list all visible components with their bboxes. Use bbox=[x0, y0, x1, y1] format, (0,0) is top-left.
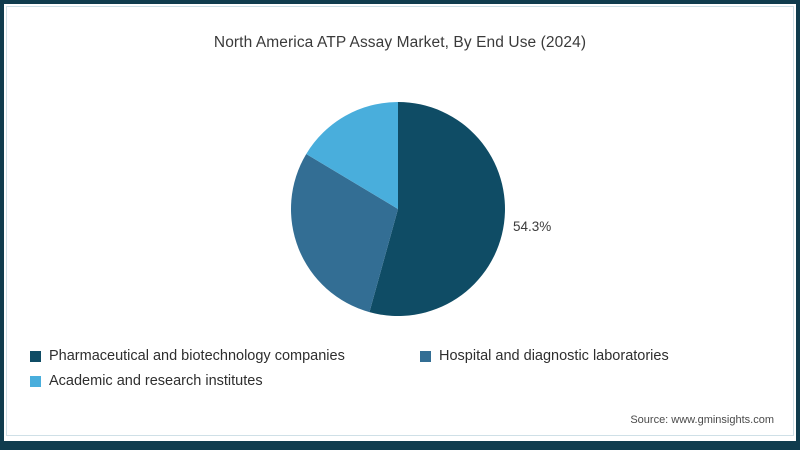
legend-swatch-icon bbox=[30, 350, 41, 362]
pie-slice-academic-and-research-institutes[interactable] bbox=[306, 102, 398, 209]
source-attribution: Source: www.gminsights.com bbox=[630, 414, 774, 426]
legend-row: Academic and research institutes bbox=[30, 374, 770, 399]
legend-swatch-icon bbox=[420, 350, 431, 362]
legend-item-label: Hospital and diagnostic laboratories bbox=[439, 348, 669, 364]
legend-row: Pharmaceutical and biotechnology compani… bbox=[30, 349, 770, 374]
legend: Pharmaceutical and biotechnology compani… bbox=[30, 349, 770, 399]
legend-item-label: Academic and research institutes bbox=[49, 373, 263, 389]
pie-slice-hospital-and-diagnostic-laboratories[interactable] bbox=[290, 153, 398, 313]
legend-item-academic-and-research-institutes[interactable]: Academic and research institutes bbox=[30, 374, 263, 389]
pie-data-label-primary: 54.3% bbox=[513, 219, 552, 234]
pie-chart bbox=[283, 94, 513, 324]
legend-item-label: Pharmaceutical and biotechnology compani… bbox=[49, 348, 345, 364]
legend-item-hospital-and-diagnostic-laboratories[interactable]: Hospital and diagnostic laboratories bbox=[420, 349, 669, 364]
legend-swatch-icon bbox=[30, 375, 41, 387]
pie-chart-svg bbox=[290, 102, 505, 316]
page-title: North America ATP Assay Market, By End U… bbox=[213, 34, 587, 51]
legend-item-pharmaceutical-and-biotechnology-companies[interactable]: Pharmaceutical and biotechnology compani… bbox=[30, 349, 420, 364]
pie-slice-pharmaceutical-and-biotechnology-companies[interactable] bbox=[369, 102, 505, 316]
plot-area: North America ATP Assay Market, By End U… bbox=[8, 8, 792, 435]
